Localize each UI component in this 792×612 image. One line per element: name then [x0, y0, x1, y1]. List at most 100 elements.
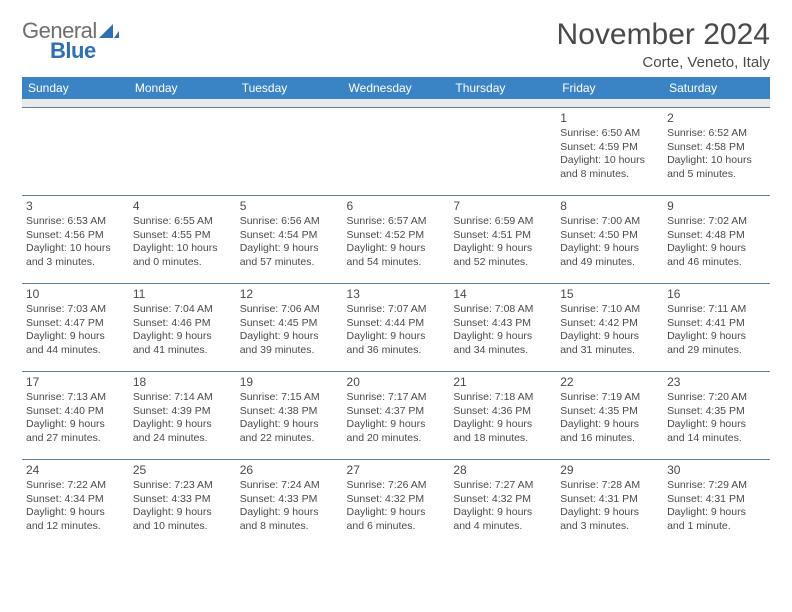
- daylight-text: Daylight: 9 hours and 6 minutes.: [347, 506, 446, 533]
- daylight-text: Daylight: 9 hours and 57 minutes.: [240, 242, 339, 269]
- calendar-day-cell: 21Sunrise: 7:18 AMSunset: 4:36 PMDayligh…: [449, 371, 556, 459]
- sunrise-text: Sunrise: 6:55 AM: [133, 215, 232, 229]
- sunset-text: Sunset: 4:39 PM: [133, 405, 232, 419]
- sunset-text: Sunset: 4:33 PM: [133, 493, 232, 507]
- sunset-text: Sunset: 4:47 PM: [26, 317, 125, 331]
- sunset-text: Sunset: 4:46 PM: [133, 317, 232, 331]
- daylight-text: Daylight: 10 hours and 8 minutes.: [560, 154, 659, 181]
- calendar-day-cell: [129, 107, 236, 195]
- weekday-header: Sunday: [22, 77, 129, 99]
- day-number: 7: [453, 199, 552, 215]
- sunrise-text: Sunrise: 7:02 AM: [667, 215, 766, 229]
- sunrise-text: Sunrise: 6:50 AM: [560, 127, 659, 141]
- daylight-text: Daylight: 10 hours and 3 minutes.: [26, 242, 125, 269]
- logo-sail-icon: [99, 22, 119, 43]
- sunrise-text: Sunrise: 7:13 AM: [26, 391, 125, 405]
- weekday-header: Tuesday: [236, 77, 343, 99]
- calendar-day-cell: 10Sunrise: 7:03 AMSunset: 4:47 PMDayligh…: [22, 283, 129, 371]
- sunset-text: Sunset: 4:31 PM: [560, 493, 659, 507]
- daylight-text: Daylight: 9 hours and 24 minutes.: [133, 418, 232, 445]
- calendar-week-row: 3Sunrise: 6:53 AMSunset: 4:56 PMDaylight…: [22, 195, 770, 283]
- calendar-day-cell: 7Sunrise: 6:59 AMSunset: 4:51 PMDaylight…: [449, 195, 556, 283]
- header: General Blue November 2024 Corte, Veneto…: [22, 18, 770, 71]
- sunrise-text: Sunrise: 7:22 AM: [26, 479, 125, 493]
- calendar-day-cell: 19Sunrise: 7:15 AMSunset: 4:38 PMDayligh…: [236, 371, 343, 459]
- sunrise-text: Sunrise: 6:53 AM: [26, 215, 125, 229]
- calendar-week-row: 1Sunrise: 6:50 AMSunset: 4:59 PMDaylight…: [22, 107, 770, 195]
- calendar-day-cell: 13Sunrise: 7:07 AMSunset: 4:44 PMDayligh…: [343, 283, 450, 371]
- daylight-text: Daylight: 9 hours and 18 minutes.: [453, 418, 552, 445]
- calendar-day-cell: 29Sunrise: 7:28 AMSunset: 4:31 PMDayligh…: [556, 459, 663, 547]
- sunset-text: Sunset: 4:43 PM: [453, 317, 552, 331]
- sunrise-text: Sunrise: 7:29 AM: [667, 479, 766, 493]
- sunrise-text: Sunrise: 7:27 AM: [453, 479, 552, 493]
- sunset-text: Sunset: 4:55 PM: [133, 229, 232, 243]
- sunrise-text: Sunrise: 7:14 AM: [133, 391, 232, 405]
- day-number: 27: [347, 463, 446, 479]
- day-number: 16: [667, 287, 766, 303]
- sunrise-text: Sunrise: 7:07 AM: [347, 303, 446, 317]
- sunset-text: Sunset: 4:31 PM: [667, 493, 766, 507]
- sunset-text: Sunset: 4:44 PM: [347, 317, 446, 331]
- calendar-day-cell: 17Sunrise: 7:13 AMSunset: 4:40 PMDayligh…: [22, 371, 129, 459]
- daylight-text: Daylight: 9 hours and 16 minutes.: [560, 418, 659, 445]
- daylight-text: Daylight: 9 hours and 52 minutes.: [453, 242, 552, 269]
- calendar-day-cell: 16Sunrise: 7:11 AMSunset: 4:41 PMDayligh…: [663, 283, 770, 371]
- calendar-day-cell: 11Sunrise: 7:04 AMSunset: 4:46 PMDayligh…: [129, 283, 236, 371]
- weekday-header: Thursday: [449, 77, 556, 99]
- sunset-text: Sunset: 4:33 PM: [240, 493, 339, 507]
- calendar-day-cell: 3Sunrise: 6:53 AMSunset: 4:56 PMDaylight…: [22, 195, 129, 283]
- calendar-day-cell: [343, 107, 450, 195]
- day-number: 19: [240, 375, 339, 391]
- logo-text: General Blue: [22, 18, 119, 70]
- day-number: 25: [133, 463, 232, 479]
- calendar-day-cell: 22Sunrise: 7:19 AMSunset: 4:35 PMDayligh…: [556, 371, 663, 459]
- daylight-text: Daylight: 9 hours and 46 minutes.: [667, 242, 766, 269]
- day-number: 12: [240, 287, 339, 303]
- sunrise-text: Sunrise: 7:24 AM: [240, 479, 339, 493]
- daylight-text: Daylight: 9 hours and 4 minutes.: [453, 506, 552, 533]
- sunset-text: Sunset: 4:42 PM: [560, 317, 659, 331]
- sunrise-text: Sunrise: 7:00 AM: [560, 215, 659, 229]
- calendar-day-cell: 27Sunrise: 7:26 AMSunset: 4:32 PMDayligh…: [343, 459, 450, 547]
- daylight-text: Daylight: 9 hours and 22 minutes.: [240, 418, 339, 445]
- daylight-text: Daylight: 9 hours and 20 minutes.: [347, 418, 446, 445]
- calendar-day-cell: 26Sunrise: 7:24 AMSunset: 4:33 PMDayligh…: [236, 459, 343, 547]
- daylight-text: Daylight: 9 hours and 27 minutes.: [26, 418, 125, 445]
- day-number: 9: [667, 199, 766, 215]
- calendar-day-cell: [236, 107, 343, 195]
- sunset-text: Sunset: 4:41 PM: [667, 317, 766, 331]
- daylight-text: Daylight: 9 hours and 12 minutes.: [26, 506, 125, 533]
- calendar-day-cell: 25Sunrise: 7:23 AMSunset: 4:33 PMDayligh…: [129, 459, 236, 547]
- sunrise-text: Sunrise: 7:28 AM: [560, 479, 659, 493]
- sunset-text: Sunset: 4:58 PM: [667, 141, 766, 155]
- calendar-day-cell: 24Sunrise: 7:22 AMSunset: 4:34 PMDayligh…: [22, 459, 129, 547]
- daylight-text: Daylight: 9 hours and 29 minutes.: [667, 330, 766, 357]
- weekday-header: Friday: [556, 77, 663, 99]
- day-number: 30: [667, 463, 766, 479]
- calendar-day-cell: 5Sunrise: 6:56 AMSunset: 4:54 PMDaylight…: [236, 195, 343, 283]
- day-number: 21: [453, 375, 552, 391]
- calendar-day-cell: 14Sunrise: 7:08 AMSunset: 4:43 PMDayligh…: [449, 283, 556, 371]
- day-number: 18: [133, 375, 232, 391]
- day-number: 22: [560, 375, 659, 391]
- calendar-day-cell: 30Sunrise: 7:29 AMSunset: 4:31 PMDayligh…: [663, 459, 770, 547]
- calendar-day-cell: 9Sunrise: 7:02 AMSunset: 4:48 PMDaylight…: [663, 195, 770, 283]
- sunrise-text: Sunrise: 6:56 AM: [240, 215, 339, 229]
- day-number: 4: [133, 199, 232, 215]
- calendar-week-row: 17Sunrise: 7:13 AMSunset: 4:40 PMDayligh…: [22, 371, 770, 459]
- sunset-text: Sunset: 4:35 PM: [560, 405, 659, 419]
- sunrise-text: Sunrise: 6:52 AM: [667, 127, 766, 141]
- calendar-day-cell: 20Sunrise: 7:17 AMSunset: 4:37 PMDayligh…: [343, 371, 450, 459]
- sunrise-text: Sunrise: 7:15 AM: [240, 391, 339, 405]
- day-number: 6: [347, 199, 446, 215]
- sunset-text: Sunset: 4:34 PM: [26, 493, 125, 507]
- sunset-text: Sunset: 4:36 PM: [453, 405, 552, 419]
- sunset-text: Sunset: 4:35 PM: [667, 405, 766, 419]
- header-separator: [22, 99, 770, 107]
- daylight-text: Daylight: 9 hours and 8 minutes.: [240, 506, 339, 533]
- calendar-day-cell: 8Sunrise: 7:00 AMSunset: 4:50 PMDaylight…: [556, 195, 663, 283]
- sunset-text: Sunset: 4:37 PM: [347, 405, 446, 419]
- sunset-text: Sunset: 4:32 PM: [453, 493, 552, 507]
- day-number: 3: [26, 199, 125, 215]
